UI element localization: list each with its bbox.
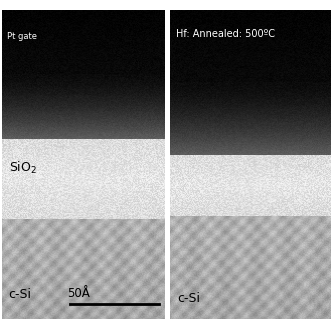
Text: Pt gate: Pt gate <box>7 32 37 41</box>
Text: SiO$_2$: SiO$_2$ <box>9 160 37 176</box>
Text: 50Å: 50Å <box>67 287 90 300</box>
Text: Hf: Annealed: 500ºC: Hf: Annealed: 500ºC <box>175 28 274 39</box>
Text: c-Si: c-Si <box>177 292 200 305</box>
Text: c-Si: c-Si <box>9 288 32 301</box>
